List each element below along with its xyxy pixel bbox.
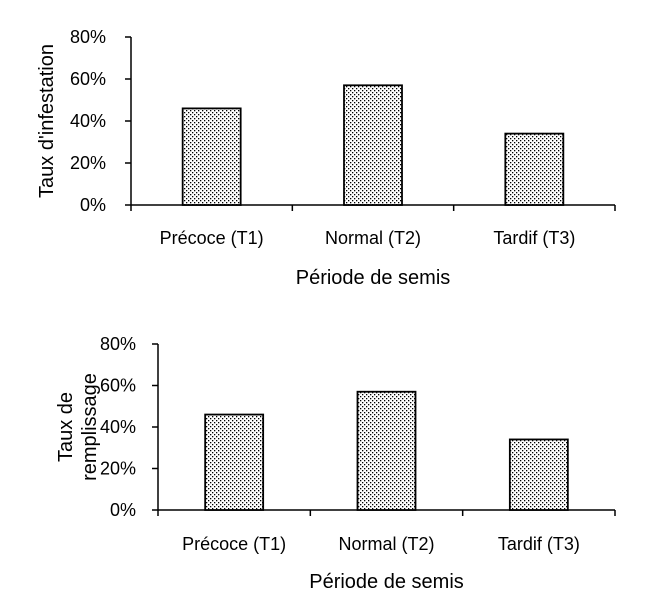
y-tick-label: 40%: [100, 417, 136, 437]
bar: [508, 438, 569, 511]
bar: [181, 107, 242, 206]
y-tick-label: 80%: [70, 27, 106, 47]
y-tick-label: 40%: [70, 111, 106, 131]
infestation-chart: 0% 20% 40% 60% 80% Précoce (T1) Normal (T2) Tar…: [36, 27, 616, 289]
x-tick-label: Tardif (T3): [498, 534, 580, 554]
y-tick-label: 20%: [70, 153, 106, 173]
y-tick-label: 0%: [80, 195, 106, 215]
filling-chart: 0% 20% 40% 60% 80% Précoce (T1) Normal (T2) Tar…: [55, 334, 616, 593]
y-axis-title: Taux d'infestation: [36, 44, 58, 198]
y-tick-label: 0%: [110, 500, 136, 520]
x-tick-label: Normal (T2): [338, 534, 434, 554]
y-axis-title-line: Taux de: [55, 392, 77, 462]
x-tick-label: Précoce (T1): [160, 228, 264, 248]
x-axis-title: Période de semis: [309, 571, 464, 593]
y-tick-label: 60%: [70, 69, 106, 89]
y-tick-label: 60%: [100, 376, 136, 396]
bar: [504, 132, 565, 206]
bar: [204, 413, 265, 511]
x-tick-label: Normal (T2): [325, 228, 421, 248]
y-tick-label: 80%: [100, 334, 136, 354]
y-axis-title-line: remplissage: [79, 373, 101, 481]
bar: [343, 84, 403, 206]
y-tick-label: 20%: [100, 459, 136, 479]
y-axis-title: Taux de remplissage: [55, 373, 101, 481]
x-tick-label: Précoce (T1): [182, 534, 286, 554]
x-tick-label: Tardif (T3): [493, 228, 575, 248]
x-axis-title: Période de semis: [296, 267, 451, 289]
bar: [356, 390, 417, 511]
y-axis-title-line: Taux d'infestation: [36, 44, 58, 198]
